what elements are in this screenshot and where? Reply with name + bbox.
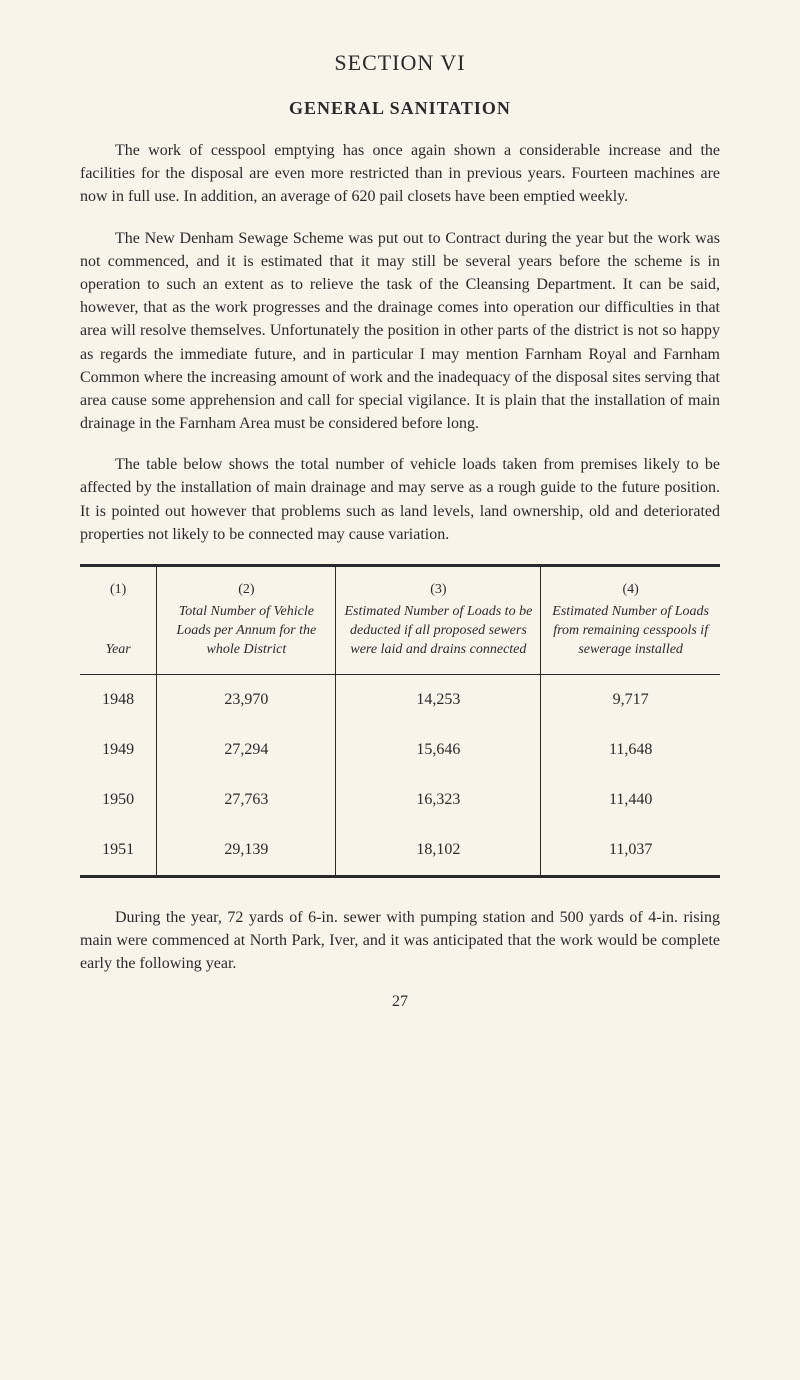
cell-total: 23,970 <box>157 674 336 725</box>
cell-year: 1950 <box>80 775 157 825</box>
cell-deducted: 14,253 <box>336 674 541 725</box>
cell-year: 1948 <box>80 674 157 725</box>
cell-remaining: 11,648 <box>541 725 720 775</box>
paragraph-2: The New Denham Sewage Scheme was put out… <box>80 227 720 436</box>
col-label-4: Estimated Number of Loads from remaining… <box>552 604 709 657</box>
col-num-2: (2) <box>163 581 329 600</box>
cell-deducted: 15,646 <box>336 725 541 775</box>
col-label-1: Year <box>106 642 131 657</box>
table-row: 1951 29,139 18,102 11,037 <box>80 825 720 875</box>
subsection-title: GENERAL SANITATION <box>80 98 720 119</box>
col-num-4: (4) <box>547 581 714 600</box>
col-header-remaining: (4) Estimated Number of Loads from remai… <box>541 567 720 674</box>
cell-year: 1949 <box>80 725 157 775</box>
table-header-row: (1) Year (2) Total Number of Vehicle Loa… <box>80 567 720 674</box>
cell-remaining: 9,717 <box>541 674 720 725</box>
cell-total: 27,294 <box>157 725 336 775</box>
table-row: 1949 27,294 15,646 11,648 <box>80 725 720 775</box>
cell-remaining: 11,037 <box>541 825 720 875</box>
table-row: 1948 23,970 14,253 9,717 <box>80 674 720 725</box>
table-row: 1950 27,763 16,323 11,440 <box>80 775 720 825</box>
cell-year: 1951 <box>80 825 157 875</box>
col-label-2: Total Number of Vehicle Loads per Annum … <box>177 604 317 657</box>
cell-remaining: 11,440 <box>541 775 720 825</box>
cell-total: 29,139 <box>157 825 336 875</box>
col-header-total: (2) Total Number of Vehicle Loads per An… <box>157 567 336 674</box>
cell-deducted: 18,102 <box>336 825 541 875</box>
col-num-1: (1) <box>86 581 150 600</box>
paragraph-3: The table below shows the total number o… <box>80 453 720 546</box>
data-table: (1) Year (2) Total Number of Vehicle Loa… <box>80 567 720 875</box>
section-title: SECTION VI <box>80 50 720 76</box>
page-number: 27 <box>80 993 720 1011</box>
col-label-3: Estimated Number of Loads to be deducted… <box>344 604 532 657</box>
col-header-deducted: (3) Estimated Number of Loads to be dedu… <box>336 567 541 674</box>
col-header-year: (1) Year <box>80 567 157 674</box>
paragraph-1: The work of cesspool emptying has once a… <box>80 139 720 209</box>
cell-deducted: 16,323 <box>336 775 541 825</box>
vehicle-loads-table: (1) Year (2) Total Number of Vehicle Loa… <box>80 564 720 878</box>
col-num-3: (3) <box>342 581 534 600</box>
paragraph-4: During the year, 72 yards of 6-in. sewer… <box>80 906 720 976</box>
cell-total: 27,763 <box>157 775 336 825</box>
